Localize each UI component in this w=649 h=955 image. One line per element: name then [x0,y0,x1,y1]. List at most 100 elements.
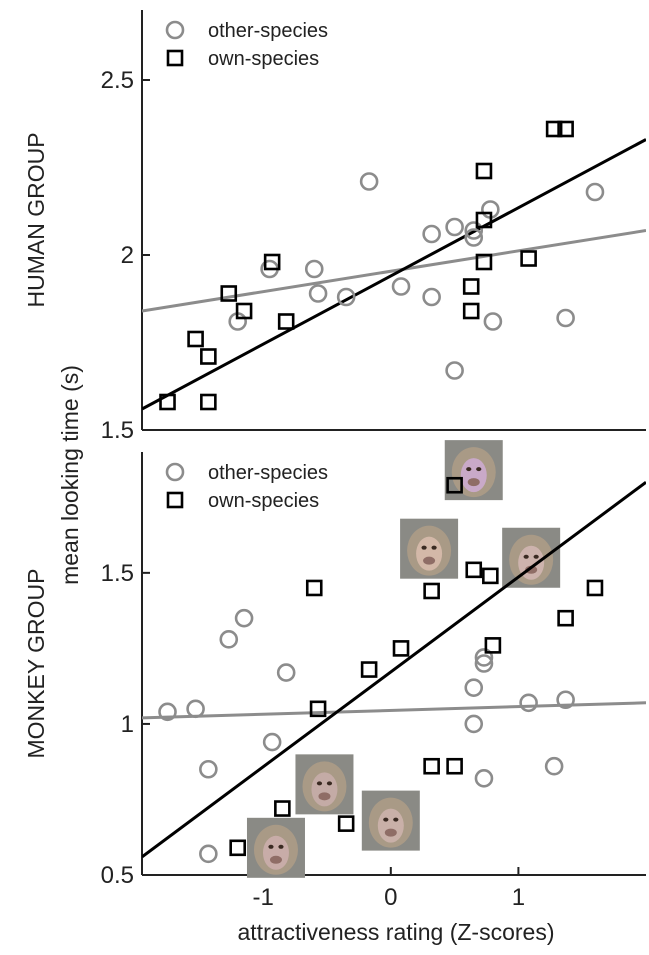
y-tick-label: 2 [121,242,134,269]
point-own-species [520,250,537,267]
y-tick-label: 1.5 [101,560,134,587]
monkey-eye-left [466,467,472,472]
point-own-species [475,211,493,229]
monkey-face [377,808,404,843]
monkey-eye-left [421,545,427,550]
monkey-eye-right [476,467,482,472]
legend: other-species own-species [165,20,328,70]
monkey-muzzle [467,478,480,487]
point-other-species [219,630,239,649]
monkey-eye-right [393,817,399,822]
fit-line-own-species [142,481,646,859]
point-own-species [446,757,463,775]
point-other-species [276,663,296,682]
point-own-species [263,253,281,271]
legend-marker-own-species [166,491,184,509]
point-own-species [392,640,410,657]
point-other-species [422,224,441,244]
y-tick-label: 1 [121,711,134,738]
point-own-species [360,661,378,678]
point-other-species [474,769,494,788]
point-other-species [464,714,484,734]
point-other-species [483,312,503,331]
monkey-eye-right [533,554,539,559]
monkey-group-panel: 0.5 1 1.5 -1 0 1 MONKEY GROUP other-species own-… [23,440,646,911]
point-own-species [465,561,483,579]
monkey-face [460,458,487,493]
legend-label-own-species: own-species [208,48,319,70]
point-other-species [234,608,254,628]
point-other-species [585,182,605,202]
point-other-species [158,702,177,722]
point-own-species [484,637,502,654]
point-own-species [482,567,499,585]
monkey-eye-left [383,817,389,822]
monkey-eye-right [278,844,284,849]
monkey-eye-right [431,545,437,550]
fit-line-own-species [142,138,646,411]
point-other-species [464,221,484,240]
point-other-species [544,756,564,776]
point-other-species [445,217,464,237]
point-own-species [274,800,291,817]
point-own-species [200,393,217,411]
monkey-face-thumbnail [444,440,503,501]
point-other-species [445,361,464,380]
point-other-species [474,654,494,673]
legend: other-species own-species [165,462,328,512]
point-own-species [305,579,323,597]
monkey-face [311,772,338,807]
legend-marker-other-species [165,20,185,40]
point-other-species [464,228,484,247]
monkey-face-thumbnail [246,817,305,878]
point-own-species [159,393,176,411]
monkey-face [416,536,443,571]
monkey-muzzle [269,855,282,864]
point-own-species [229,839,246,857]
y-tick-label: 2.5 [101,67,134,94]
monkey-face-thumbnail [361,790,420,851]
point-other-species [391,277,411,296]
monkey-eye-left [316,781,323,786]
point-other-species [199,844,218,864]
point-other-species [336,287,356,307]
point-other-species [556,690,575,710]
point-own-species [277,313,295,330]
fit-line-other-species [142,229,646,313]
monkey-face-thumbnail [502,527,561,588]
monkey-face [262,835,289,870]
panel-group-label: MONKEY GROUP [23,569,49,759]
point-other-species [308,284,328,303]
monkey-face-thumbnail [400,518,459,579]
point-own-species [462,302,480,320]
legend-label-other-species: other-species [208,462,328,484]
monkey-muzzle [318,792,331,801]
point-own-species [586,579,604,597]
point-own-species [309,700,327,718]
point-other-species [199,759,218,779]
point-other-species [556,308,575,328]
point-other-species [422,287,441,307]
monkey-eye-right [326,781,333,786]
point-other-species [359,172,379,191]
point-own-species [423,757,440,775]
legend-marker-own-species [166,49,184,67]
legend-marker-other-species [165,462,185,482]
monkey-eye-left [523,554,529,559]
monkey-muzzle [384,828,397,837]
point-own-species [475,162,493,180]
point-own-species [475,253,493,271]
y-tick-label: 0.5 [101,862,134,889]
fit-line-other-species [142,701,646,720]
point-own-species [423,582,440,600]
point-own-species [545,120,563,138]
x-tick-label: -1 [253,884,274,911]
monkey-muzzle [423,556,436,565]
point-other-species [464,678,484,697]
point-other-species [304,259,324,279]
monkey-face-thumbnail [295,754,354,815]
point-other-species [186,699,205,719]
point-own-species [235,302,253,320]
point-other-species [474,648,494,667]
legend-label-other-species: other-species [208,20,328,42]
